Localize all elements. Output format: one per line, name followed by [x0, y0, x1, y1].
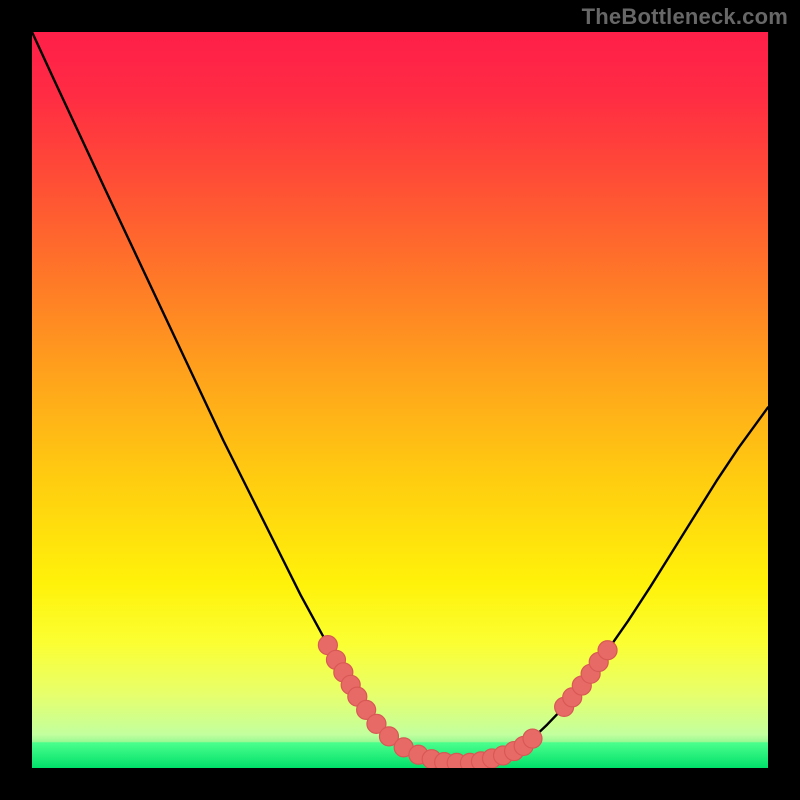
plot-gradient-background — [32, 32, 768, 768]
curve-marker — [523, 729, 542, 748]
curve-marker — [598, 641, 617, 660]
watermark-text: TheBottleneck.com — [582, 4, 788, 30]
bottleneck-curve-chart — [0, 0, 800, 800]
chart-frame: TheBottleneck.com — [0, 0, 800, 800]
